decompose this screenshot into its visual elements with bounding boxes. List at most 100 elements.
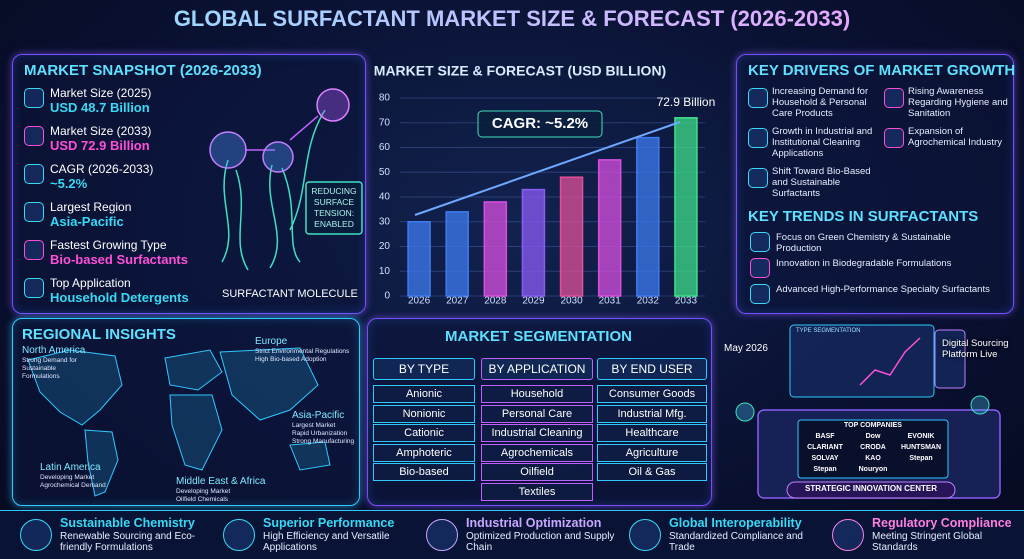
icon [884, 88, 904, 108]
icon [24, 240, 44, 260]
snapshot-value: Asia-Pacific [50, 214, 124, 229]
y-tick-label: 40 [379, 192, 391, 203]
y-tick-label: 20 [379, 241, 391, 252]
molecule-head [316, 88, 350, 122]
continent [289, 441, 331, 471]
company-name: BASF [815, 433, 835, 440]
footer-text: High Efficiency and Versatile Applicatio… [263, 531, 390, 553]
bar [407, 221, 431, 297]
segment-item: Agrochemicals [481, 443, 593, 462]
flask [735, 402, 755, 422]
segment-item: Amphoteric [373, 443, 475, 462]
icon [748, 168, 768, 188]
company-name: Stepan [909, 455, 933, 462]
icon [24, 164, 44, 184]
x-tick-label: 2033 [675, 296, 698, 307]
molecule-label: SURFACTANT MOLECULE [222, 288, 358, 300]
segment-item: Agriculture [597, 443, 707, 462]
phone [934, 329, 966, 389]
footer-text: Renewable Sourcing and Eco-friendly Form… [60, 531, 196, 553]
icon [24, 88, 44, 108]
company-name: CLARIANT [807, 444, 843, 451]
icon [24, 278, 44, 298]
region-name: Europe [255, 336, 288, 347]
y-tick-label: 30 [379, 216, 391, 227]
icon [750, 232, 770, 252]
company-name: Stepan [813, 466, 837, 473]
footer-icon [223, 519, 255, 551]
footer-title: Regulatory Compliance [872, 516, 1012, 530]
segment-item: Cationic [373, 424, 475, 442]
x-tick-label: 2031 [599, 296, 622, 307]
footer-icon [629, 519, 661, 551]
molecule-head [262, 141, 294, 173]
bar [559, 176, 584, 297]
section-title: KEY TRENDS IN SURFACTANTS [748, 208, 979, 225]
company-name: HUNTSMAN [900, 444, 942, 451]
region-note: Rapid Urbanization [292, 430, 348, 437]
x-tick-label: 2030 [560, 296, 583, 307]
snapshot-label: Market Size (2033) [50, 124, 152, 138]
screen-line [859, 337, 921, 386]
x-tick-label: 2032 [637, 296, 660, 307]
y-tick-label: 0 [384, 291, 390, 302]
footer-text: Standardized Compliance and Trade [669, 531, 803, 553]
section-title: MARKET SEGMENTATION [445, 328, 632, 345]
continent [169, 394, 223, 471]
company-name: Dow [865, 433, 881, 440]
snapshot-value: USD 48.7 Billion [50, 100, 150, 115]
snapshot-label: Market Size (2025) [50, 86, 152, 100]
region-note: Formulations [22, 373, 60, 380]
region-note: Strong Manufacturing [292, 438, 355, 445]
continent [164, 349, 223, 391]
segment-item: Personal Care [481, 404, 593, 423]
bar [674, 117, 698, 297]
cagr-label: CAGR: ~5.2% [492, 115, 588, 132]
region-note: Strict Environmental Regulations [255, 348, 350, 355]
company-name: Nouryon [858, 466, 888, 473]
company-name: CRODA [860, 444, 886, 451]
icon [748, 128, 768, 148]
regional-panel [12, 318, 360, 506]
region-note: Agrochemical Demand [40, 482, 106, 489]
molecule [209, 88, 363, 271]
bar [483, 201, 508, 297]
trend-arrow [414, 121, 681, 216]
segment-header: BY APPLICATION [481, 358, 593, 380]
label-plate [786, 481, 956, 499]
world-map [27, 347, 331, 497]
company-name: KAO [865, 455, 881, 462]
driver-text: Shift Toward Bio-Based and Sustainable S… [772, 166, 871, 199]
icon [884, 128, 904, 148]
continent [84, 429, 119, 497]
icon [750, 258, 770, 278]
driver-text: Expansion of Agrochemical Industry [908, 126, 1002, 148]
footer-text: Optimized Production and Supply Chain [466, 531, 615, 553]
footer-title: Sustainable Chemistry [60, 516, 195, 530]
trend-text: Advanced High-Performance Specialty Surf… [776, 284, 990, 295]
y-tick-label: 80 [379, 93, 391, 104]
segment-header: BY TYPE [373, 358, 475, 380]
section-title: KEY DRIVERS OF MARKET GROWTH [748, 62, 1016, 79]
continent [219, 347, 319, 421]
snapshot-value: ~5.2% [50, 176, 88, 191]
cagr-box [477, 110, 603, 138]
molecule-tail [221, 109, 326, 271]
companies-title: TOP COMPANIES [844, 422, 902, 429]
footer-text: Meeting Stringent Global Standards [872, 531, 983, 553]
footer-title: Industrial Optimization [466, 516, 602, 530]
segment-item: Oilfield [481, 463, 593, 481]
segment-item: Textiles [481, 482, 593, 501]
company-name: EVONIK [907, 433, 935, 440]
innovation-center [735, 324, 1001, 499]
x-tick-label: 2027 [446, 296, 469, 307]
snapshot-label: Fastest Growing Type [50, 238, 167, 252]
molecule-head [209, 131, 247, 169]
snapshot-value: Household Detergents [50, 290, 189, 305]
driver-text: Increasing Demand for Household & Person… [772, 86, 869, 119]
continent [27, 349, 123, 426]
driver-text: Growth in Industrial and Institutional C… [772, 126, 873, 159]
segment-item: Household [481, 385, 593, 403]
drivers-panel [736, 54, 1014, 314]
